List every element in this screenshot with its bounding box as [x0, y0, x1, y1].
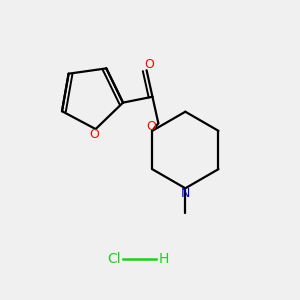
Text: O: O: [145, 58, 154, 71]
Text: H: H: [159, 252, 169, 266]
Text: N: N: [181, 187, 190, 200]
Text: O: O: [146, 120, 156, 133]
Text: O: O: [89, 128, 99, 142]
Text: Cl: Cl: [107, 252, 121, 266]
